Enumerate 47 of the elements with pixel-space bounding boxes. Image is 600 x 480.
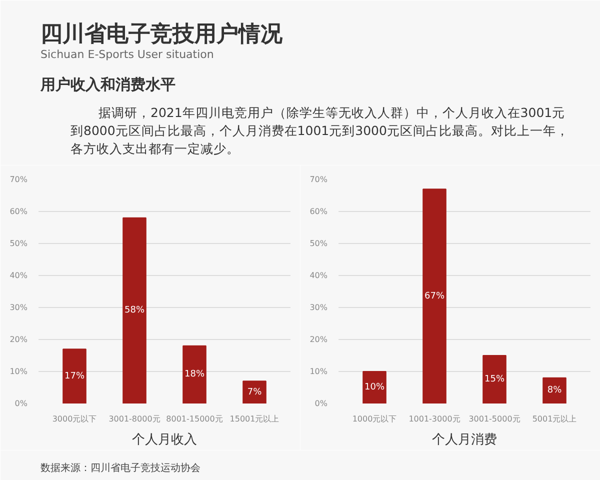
- bar: [542, 377, 566, 404]
- bar: [362, 371, 386, 404]
- y-tick-label: 20%: [10, 335, 28, 344]
- data-label: 17%: [64, 371, 85, 382]
- x-tick-label: 8001-15000元: [166, 414, 223, 424]
- bar: [122, 217, 146, 404]
- data-label: 7%: [247, 387, 262, 398]
- data-label: 58%: [124, 306, 145, 316]
- y-tick-label: 50%: [310, 239, 328, 248]
- y-tick-label: 40%: [310, 271, 328, 280]
- bar: [182, 345, 206, 404]
- y-tick-label: 60%: [310, 207, 328, 216]
- y-tick-label: 20%: [310, 335, 328, 344]
- y-tick-label: 70%: [310, 175, 328, 184]
- y-tick-label: 10%: [10, 367, 28, 376]
- bar: [62, 348, 86, 404]
- x-axis-title: 个人月收入: [132, 432, 197, 448]
- y-tick-label: 10%: [310, 367, 328, 376]
- source-note: 数据来源：四川省电子竞技运动协会: [40, 462, 200, 474]
- data-label: 15%: [484, 374, 505, 384]
- x-tick-label: 3001-8000元: [108, 414, 160, 424]
- text: 用户收入和消费水平: [40, 76, 176, 94]
- bar: [422, 188, 446, 404]
- x-tick-label: 1000元以下: [352, 414, 397, 424]
- y-tick-label: 0%: [314, 399, 328, 408]
- x-tick-label: 1001-3000元: [408, 414, 460, 424]
- y-tick-label: 50%: [10, 239, 28, 248]
- x-axis-title: 个人月消费: [432, 432, 497, 448]
- y-tick-label: 30%: [310, 303, 328, 312]
- y-tick-label: 70%: [10, 175, 28, 184]
- x-tick-label: 5001元以上: [532, 414, 577, 424]
- x-tick-label: 3000元以下: [52, 414, 97, 424]
- y-tick-label: 40%: [10, 271, 28, 280]
- y-tick-label: 30%: [10, 303, 28, 312]
- data-label: 8%: [547, 386, 562, 396]
- data-label: 18%: [184, 370, 205, 380]
- data-label: 10%: [364, 382, 385, 392]
- bar: [242, 380, 266, 404]
- x-tick-label: 15001元以上: [230, 414, 280, 424]
- data-label: 67%: [424, 291, 445, 302]
- y-tick-label: 0%: [14, 399, 28, 408]
- text: 据调研，2021年四川电竞用户（除学生等无收入人群）中，个人月收入在3001元到8000元区间占比最高，个人月消费在1001元到3000元区间占比最高。对比上一年，各方收入支出都有一定减少。: [70, 105, 569, 156]
- y-tick-label: 60%: [10, 207, 28, 216]
- chart-subtitle: Sichuan E-Sports User situation: [40, 48, 214, 61]
- bar: [482, 355, 506, 404]
- chart-title: 四川省电子竞技用户情况: [40, 21, 284, 47]
- x-tick-label: 3001-5000元: [468, 414, 520, 424]
